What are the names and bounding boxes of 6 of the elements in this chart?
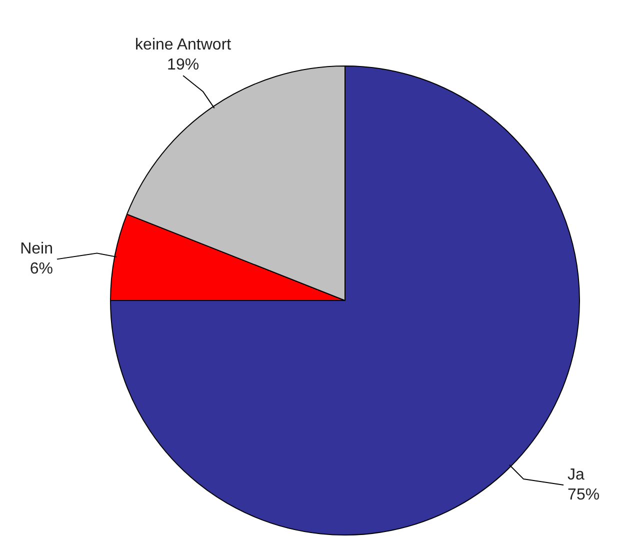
data-label: 6% <box>30 260 53 278</box>
data-label: 19% <box>167 56 200 74</box>
slice-label: Nein <box>20 240 53 258</box>
slice-label: Ja <box>568 466 585 484</box>
slice-label: keine Antwort <box>135 36 232 54</box>
data-label: 75% <box>568 486 600 504</box>
